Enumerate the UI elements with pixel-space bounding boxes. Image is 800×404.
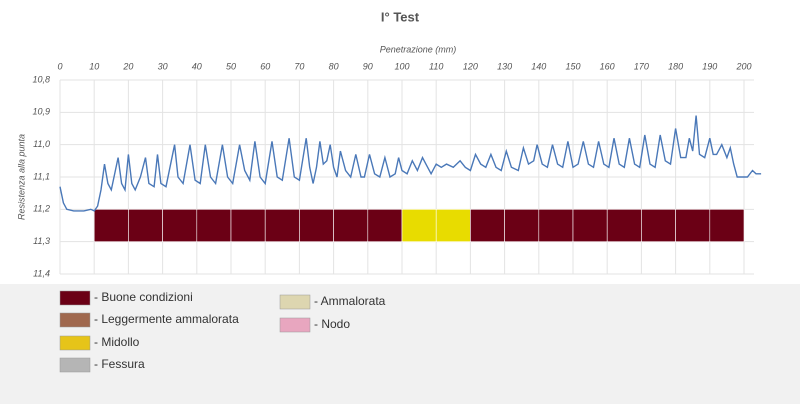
x-tick-label: 110 xyxy=(429,61,443,71)
x-tick-label: 170 xyxy=(634,61,649,71)
y-tick-label: 11,1 xyxy=(33,171,50,181)
x-tick-label: 40 xyxy=(192,61,202,71)
band-segment xyxy=(196,209,232,242)
x-tick-label: 80 xyxy=(329,61,339,71)
legend-swatch xyxy=(59,312,91,328)
legend-label: - Nodo xyxy=(314,317,350,331)
band-segment xyxy=(230,209,266,242)
band-segment xyxy=(606,209,642,242)
band-segment xyxy=(435,209,471,242)
y-tick-label: 10,9 xyxy=(32,107,50,117)
y-tick-label: 10,8 xyxy=(32,74,50,84)
band-segment xyxy=(504,209,540,242)
band-segment xyxy=(299,209,334,242)
band-segment xyxy=(128,209,163,242)
x-tick-label: 190 xyxy=(702,61,717,71)
x-tick-label: 130 xyxy=(497,61,512,71)
band-segment xyxy=(641,209,676,242)
y-tick-label: 11,4 xyxy=(33,268,50,278)
x-tick-label: 180 xyxy=(668,61,683,71)
x-axis-title: Penetrazione (mm) xyxy=(380,44,457,54)
x-tick-label: 150 xyxy=(565,61,580,71)
legend-label: - Leggermente ammalorata xyxy=(94,312,239,326)
x-tick-label: 10 xyxy=(89,61,99,71)
legend-label: - Ammalorata xyxy=(314,294,386,308)
x-tick-label: 60 xyxy=(260,61,270,71)
x-tick-label: 140 xyxy=(531,61,546,71)
y-tick-label: 11,2 xyxy=(33,204,50,214)
x-tick-label: 200 xyxy=(735,61,751,71)
y-tick-label: 11,0 xyxy=(33,139,50,149)
band-segment xyxy=(367,209,403,242)
band-segment xyxy=(401,209,437,242)
legend-label: - Buone condizioni xyxy=(94,290,193,304)
band-segment xyxy=(470,209,505,242)
y-tick-label: 11,3 xyxy=(33,236,50,246)
x-tick-label: 100 xyxy=(394,61,409,71)
legend-label: - Midollo xyxy=(94,335,140,349)
x-tick-label: 50 xyxy=(226,61,236,71)
band-segment xyxy=(675,209,711,242)
chart-title: I° Test xyxy=(381,9,420,24)
x-tick-label: 70 xyxy=(294,61,304,71)
band-segment xyxy=(264,209,300,242)
x-tick-label: 30 xyxy=(158,61,168,71)
band-segment xyxy=(709,209,745,242)
x-tick-label: 0 xyxy=(57,61,62,71)
x-tick-label: 20 xyxy=(122,61,133,71)
data-line xyxy=(59,115,762,212)
x-tick-label: 160 xyxy=(600,61,615,71)
legend-swatch xyxy=(279,317,311,333)
band-segment xyxy=(572,209,608,242)
band-segment xyxy=(333,209,369,242)
band-segment xyxy=(162,209,198,242)
legend-swatch xyxy=(59,335,91,351)
band-segment xyxy=(93,209,129,242)
band-segment xyxy=(538,209,574,242)
legend-swatch xyxy=(59,357,91,373)
legend-label: - Fessura xyxy=(94,357,145,371)
x-tick-label: 120 xyxy=(463,61,478,71)
x-tick-label: 90 xyxy=(363,61,373,71)
y-axis-title: Resistenza alla punta xyxy=(16,134,26,220)
legend-swatch xyxy=(59,290,91,306)
legend-swatch xyxy=(279,294,311,310)
